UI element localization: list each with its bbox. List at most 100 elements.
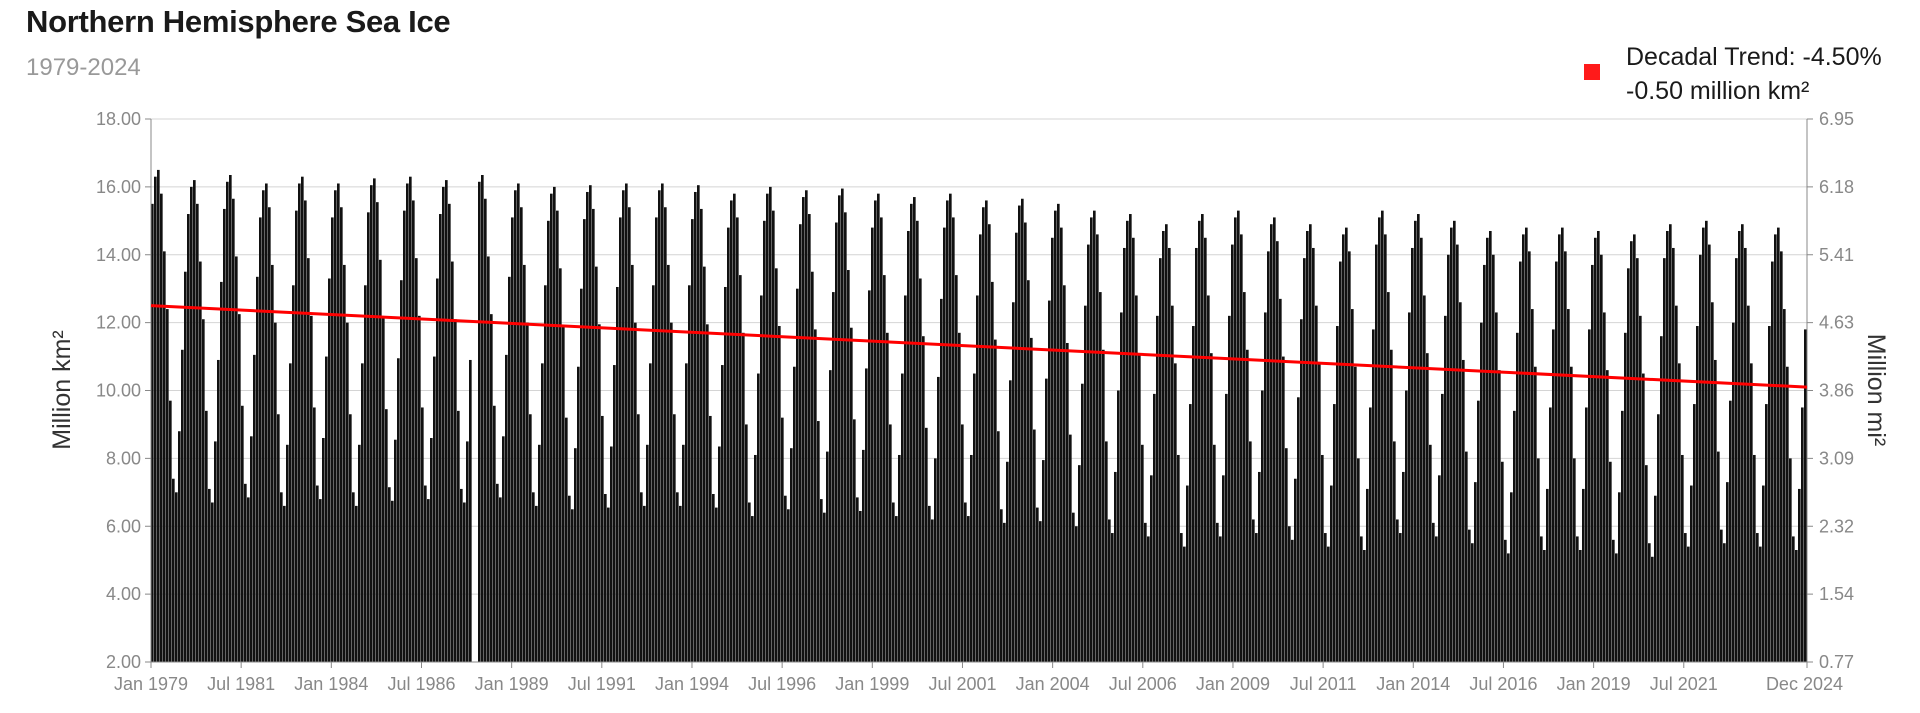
bar <box>1774 234 1777 662</box>
bar <box>1351 309 1354 662</box>
bar <box>511 217 514 663</box>
bar <box>1225 393 1228 662</box>
bar <box>1516 332 1519 662</box>
y-tick-label-right: 1.54 <box>1819 584 1854 604</box>
bar <box>1663 258 1666 662</box>
bar <box>535 505 538 662</box>
bar <box>1390 349 1393 662</box>
bar <box>1747 305 1750 662</box>
bar <box>184 271 187 662</box>
bar <box>625 183 628 663</box>
bar <box>733 193 736 662</box>
bar <box>931 519 934 662</box>
bar <box>1534 366 1537 662</box>
bar <box>1228 315 1231 662</box>
bar <box>442 186 445 663</box>
bar <box>235 256 238 662</box>
bar <box>946 200 949 662</box>
bar <box>1549 407 1552 662</box>
bar <box>1795 550 1798 662</box>
bar <box>1360 536 1363 662</box>
bar <box>1408 312 1411 662</box>
bar <box>1207 295 1210 662</box>
bar <box>1018 205 1021 663</box>
bar <box>403 210 406 662</box>
bar <box>1099 292 1102 662</box>
bar <box>1582 488 1585 662</box>
bar <box>1162 230 1165 663</box>
bar <box>892 502 895 662</box>
bar <box>508 276 511 662</box>
bar <box>1234 217 1237 663</box>
bar <box>883 275 886 662</box>
bar <box>1168 247 1171 662</box>
y-tick-label-right: 3.86 <box>1819 381 1854 401</box>
bar <box>808 214 811 662</box>
bar <box>220 281 223 662</box>
bar <box>481 175 484 662</box>
y-tick-label-right: 3.09 <box>1819 448 1854 468</box>
bar <box>451 261 454 662</box>
bar <box>874 200 877 662</box>
axes: 18.00 6.95 16.00 6.18 14.00 5.41 12.00 4.63 10.0… <box>96 109 1854 694</box>
bar <box>979 234 982 662</box>
bar <box>1024 222 1027 662</box>
x-tick-label: Jan 1994 <box>655 674 729 694</box>
bar <box>400 280 403 662</box>
bar <box>691 219 694 662</box>
legend-trend-label: Decadal Trend: -4.50% <box>1626 43 1882 71</box>
bar <box>1216 522 1219 662</box>
bar <box>529 414 532 662</box>
bar <box>1693 404 1696 662</box>
bar <box>370 185 373 662</box>
bar <box>1699 254 1702 662</box>
x-tick-label: Jan 1989 <box>475 674 549 694</box>
bar <box>1657 414 1660 662</box>
y-tick-label-right: 2.32 <box>1819 516 1854 536</box>
bar <box>1501 461 1504 662</box>
bar <box>1651 556 1654 662</box>
bar <box>1363 550 1366 662</box>
bar <box>1726 482 1729 662</box>
bar <box>712 494 715 662</box>
bar <box>1273 217 1276 663</box>
bar <box>349 414 352 662</box>
bar <box>325 356 328 662</box>
bar <box>1171 305 1174 662</box>
y-tick-label-left: 18.00 <box>96 109 141 129</box>
bar <box>937 376 940 662</box>
bar <box>751 516 754 662</box>
bar <box>1486 237 1489 662</box>
bar <box>1177 454 1180 662</box>
x-tick-label: Jul 2006 <box>1109 674 1177 694</box>
bar <box>1468 529 1471 662</box>
bar <box>490 314 493 662</box>
bar <box>1141 444 1144 662</box>
bar <box>1249 441 1252 662</box>
bar <box>700 208 703 662</box>
bar <box>1270 224 1273 662</box>
bar <box>1036 507 1039 662</box>
bar <box>550 193 553 662</box>
bar <box>772 210 775 662</box>
legend-trend-value: -0.50 million km² <box>1626 77 1810 105</box>
bar <box>1441 393 1444 662</box>
bar <box>484 198 487 662</box>
bar <box>1732 322 1735 663</box>
bar <box>1414 220 1417 662</box>
bar <box>331 217 334 663</box>
bar <box>1378 217 1381 663</box>
bar <box>391 500 394 662</box>
bar <box>1282 356 1285 662</box>
bar <box>457 410 460 662</box>
bar <box>202 319 205 662</box>
bar <box>1237 210 1240 662</box>
bar <box>991 281 994 662</box>
bar <box>1465 451 1468 662</box>
bar <box>646 444 649 662</box>
bar <box>790 448 793 662</box>
bar <box>1324 533 1327 662</box>
bar <box>1093 210 1096 662</box>
bar <box>1213 444 1216 662</box>
bar <box>1729 400 1732 662</box>
